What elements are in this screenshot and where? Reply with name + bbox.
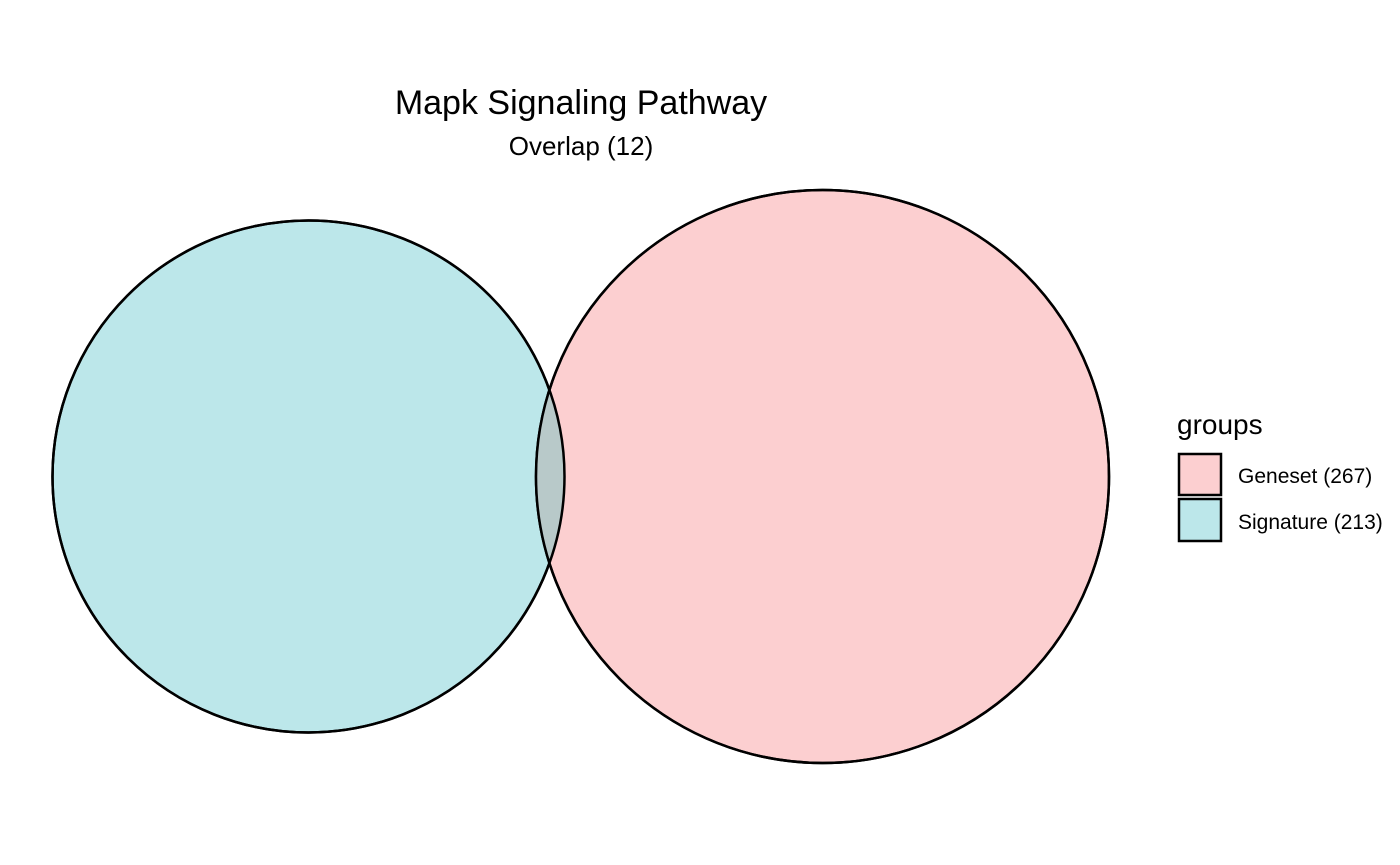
diagram-subtitle: Overlap (12) xyxy=(509,131,654,161)
legend-key-signature xyxy=(1177,497,1223,543)
legend-label-signature: Signature (213) xyxy=(1238,511,1383,534)
diagram-title: Mapk Signaling Pathway xyxy=(395,84,767,122)
legend: groups Geneset (267) Signature (213) xyxy=(1177,409,1383,543)
geneset-circle xyxy=(534,188,1111,765)
signature-circle-outline xyxy=(51,219,566,734)
legend-title: groups xyxy=(1177,409,1263,440)
legend-key-geneset xyxy=(1177,452,1223,497)
geneset-circle-outline xyxy=(534,188,1111,765)
signature-circle xyxy=(51,219,566,734)
legend-label-geneset: Geneset (267) xyxy=(1238,465,1372,488)
